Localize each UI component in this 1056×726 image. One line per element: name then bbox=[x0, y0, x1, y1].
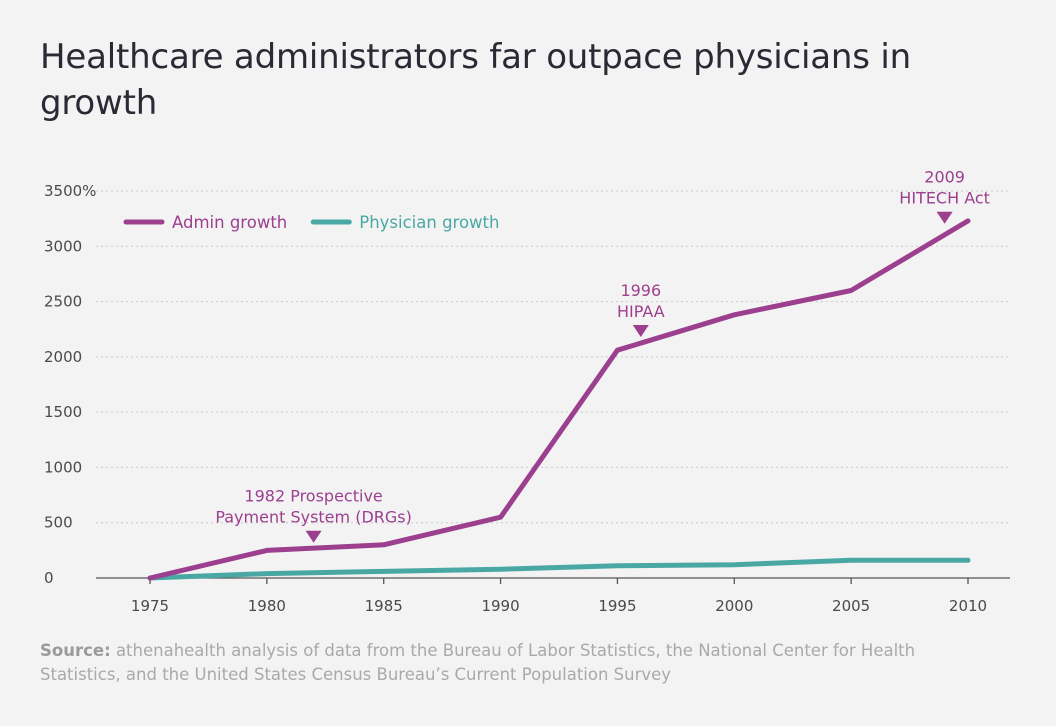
x-tick-label: 1995 bbox=[598, 597, 636, 615]
x-tick-label: 2010 bbox=[949, 597, 987, 615]
x-tick-label: 1975 bbox=[131, 597, 169, 615]
annotation-label: 1996 bbox=[620, 281, 661, 300]
legend: Admin growth Physician growth bbox=[123, 213, 499, 232]
y-tick-label: 2500 bbox=[44, 293, 82, 311]
source-label: Source: bbox=[40, 641, 111, 660]
annotations: 1982 Prospective Payment System (DRGs) 199… bbox=[215, 168, 990, 543]
y-tick-label: 3000 bbox=[44, 237, 82, 255]
series bbox=[147, 218, 971, 581]
y-tick-label: 500 bbox=[44, 514, 73, 532]
legend-label: Physician growth bbox=[359, 213, 499, 232]
axes: 0 500 1000 1500 2000 2500 3000 3500% 1975 1980 198… bbox=[44, 182, 1010, 615]
x-tick-label: 2000 bbox=[715, 597, 753, 615]
series-line-admin-growth bbox=[147, 218, 971, 581]
annotation-marker bbox=[305, 530, 322, 543]
gridlines bbox=[96, 190, 1010, 524]
chart-title: Healthcare administrators far outpace ph… bbox=[40, 37, 911, 123]
x-tick-label: 2005 bbox=[832, 597, 870, 615]
line-chart: 0 500 1000 1500 2000 2500 3000 3500% 1975 1980 198… bbox=[44, 168, 1010, 615]
series-line-physician-growth bbox=[147, 557, 971, 581]
annotation-label: 1982 Prospective bbox=[244, 487, 382, 506]
y-tick-label: 3500% bbox=[44, 182, 96, 200]
annotation-label: Payment System (DRGs) bbox=[215, 508, 412, 527]
annotation-label: HIPAA bbox=[617, 302, 665, 321]
x-tick-label: 1985 bbox=[365, 597, 403, 615]
y-tick-label: 0 bbox=[44, 569, 54, 587]
x-tick-label: 1980 bbox=[248, 597, 286, 615]
annotation-label: HITECH Act bbox=[899, 189, 990, 208]
source-text: athenahealth analysis of data from the B… bbox=[40, 641, 916, 684]
x-tick-label: 1990 bbox=[481, 597, 519, 615]
annotation-label: 2009 bbox=[924, 168, 965, 187]
y-tick-label: 2000 bbox=[44, 348, 82, 366]
y-tick-label: 1500 bbox=[44, 403, 82, 421]
y-tick-label: 1000 bbox=[44, 458, 82, 476]
annotation-marker bbox=[936, 211, 953, 224]
source-note: Source: athenahealth analysis of data fr… bbox=[40, 639, 1000, 687]
annotation-marker bbox=[632, 325, 649, 338]
legend-label: Admin growth bbox=[172, 213, 287, 232]
